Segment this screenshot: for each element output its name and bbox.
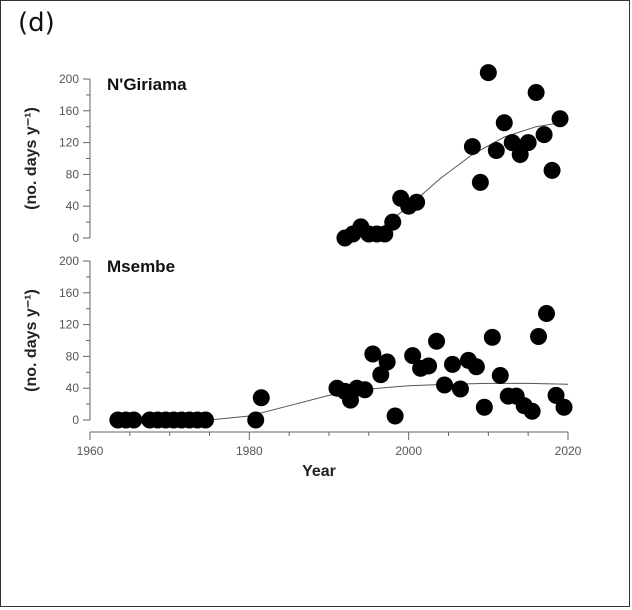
x-tick-label: 2000: [395, 444, 422, 458]
data-point: [364, 345, 382, 363]
data-point: [551, 110, 569, 128]
y-tick-label: 80: [66, 167, 80, 181]
y-tick-label: 200: [59, 254, 79, 268]
data-point: [487, 142, 505, 160]
y-tick-label: 80: [66, 349, 80, 363]
data-point: [471, 173, 489, 191]
data-point: [519, 134, 537, 152]
data-point: [475, 398, 493, 416]
y-tick-label: 120: [59, 136, 79, 150]
data-point: [372, 366, 390, 384]
data-point: [384, 213, 402, 231]
y-tick-label: 160: [59, 104, 79, 118]
data-point: [386, 407, 404, 425]
data-point: [420, 357, 438, 375]
series-title: N'Giriama: [107, 75, 187, 94]
data-point: [527, 84, 545, 102]
data-point: [356, 381, 374, 399]
data-point: [443, 355, 461, 373]
data-point: [503, 134, 521, 152]
data-point: [479, 64, 497, 82]
series-title: Msembe: [107, 257, 175, 276]
x-axis-title: Year: [302, 463, 336, 480]
data-point: [523, 402, 541, 420]
data-point: [197, 411, 215, 429]
data-point: [404, 347, 422, 365]
y-axis-title: (no. days y⁻¹): [23, 289, 40, 392]
x-tick-label: 2020: [555, 444, 582, 458]
data-point: [483, 328, 501, 346]
data-point: [543, 161, 561, 179]
data-point: [491, 366, 509, 384]
data-point: [252, 389, 270, 407]
y-tick-label: 120: [59, 318, 79, 332]
data-point: [408, 193, 426, 211]
data-point: [428, 332, 446, 350]
y-tick-label: 0: [72, 231, 79, 245]
data-point: [511, 146, 529, 164]
y-axis-title: (no. days y⁻¹): [23, 107, 40, 210]
data-point: [451, 380, 469, 398]
x-tick-label: 1980: [236, 444, 263, 458]
data-point: [125, 411, 143, 429]
data-point: [495, 114, 513, 132]
data-point: [376, 225, 394, 243]
data-point: [463, 138, 481, 156]
y-tick-label: 200: [59, 72, 79, 86]
trend-line: [209, 382, 569, 421]
y-tick-label: 40: [66, 199, 80, 213]
y-tick-label: 160: [59, 286, 79, 300]
panel-label: (d): [18, 8, 55, 38]
data-point: [555, 398, 573, 416]
data-point: [247, 411, 265, 429]
data-point: [530, 328, 548, 346]
y-tick-label: 0: [72, 413, 79, 427]
data-point: [547, 386, 565, 404]
data-point: [467, 358, 485, 376]
data-point: [378, 353, 396, 371]
data-point: [537, 304, 555, 322]
data-point: [535, 126, 553, 144]
data-point: [436, 376, 454, 394]
y-tick-label: 40: [66, 381, 80, 395]
x-tick-label: 1960: [77, 444, 104, 458]
